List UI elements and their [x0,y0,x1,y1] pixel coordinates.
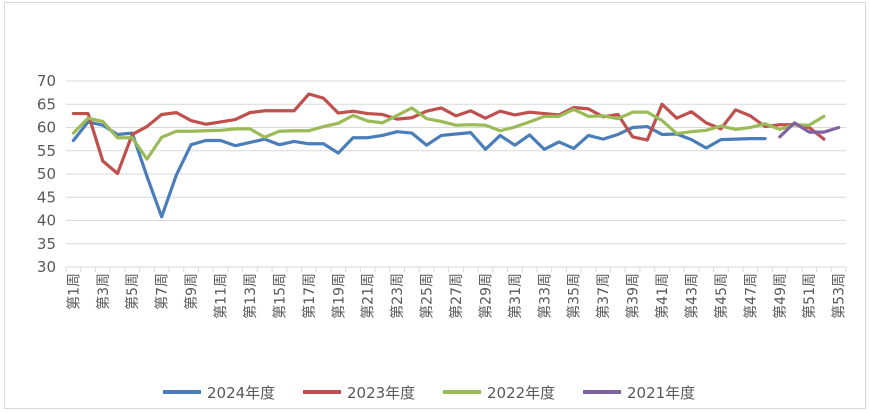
y-tick-label: 55 [37,142,56,160]
legend: 2024年度 2023年度 2022年度 2021年度 [163,384,695,402]
x-axis-ticks: 第1周 第3周 第5周 第7周 第9周 第11周 第13周 第15周 第17周 第19周 第21周第… [65,267,848,319]
x-tick-label: 第15周 [271,273,288,319]
legend-label: 2024年度 [207,384,275,402]
gridlines [66,80,846,268]
series-lines [71,92,841,219]
y-tick-label: 70 [37,72,56,90]
x-tick-label: 第53周 [831,273,848,319]
x-tick-label: 第35周 [566,273,583,319]
x-tick-label: 第33周 [536,273,553,319]
x-tick-label: 第7周 [154,273,171,310]
x-tick-label: 第23周 [389,273,406,319]
y-tick-label: 50 [37,165,56,183]
x-tick-label: 第13周 [242,273,259,319]
x-tick-label: 第43周 [683,273,700,319]
x-tick-label: 第25周 [419,273,436,319]
x-tick-label: 第37周 [595,273,612,319]
x-tick-label: 第5周 [124,273,141,310]
x-tick-label: 第11周 [213,273,230,319]
x-tick-label: 第29周 [477,273,494,319]
legend-label: 2022年度 [487,384,555,402]
x-tick-label: 第39周 [625,273,642,319]
x-tick-label: 第49周 [772,273,789,319]
y-tick-label: 60 [37,119,56,137]
legend-label: 2021年度 [627,384,695,402]
x-tick-label: 第47周 [742,273,759,319]
x-tick-label: 第1周 [65,273,82,310]
series-line [778,121,841,139]
x-tick-label: 第21周 [360,273,377,319]
x-tick-label: 第41周 [654,273,671,319]
x-tick-label: 第9周 [183,273,200,310]
series-line [71,92,826,176]
legend-label: 2023年度 [347,384,415,402]
x-tick-label: 第17周 [301,273,318,319]
series-line [71,120,767,219]
x-tick-label: 第3周 [95,273,112,310]
y-tick-label: 65 [37,95,56,113]
x-tick-label: 第19周 [330,273,347,319]
x-tick-label: 第27周 [448,273,465,319]
x-tick-label: 第31周 [507,273,524,319]
chart-frame [4,2,866,409]
y-tick-label: 35 [37,235,56,253]
x-tick-label: 第51周 [801,273,818,319]
series-line [71,106,826,161]
y-tick-label: 45 [37,188,56,206]
y-tick-label: 30 [37,258,56,276]
y-tick-label: 40 [37,212,56,230]
y-axis-ticks: 30 35 40 45 50 55 60 65 70 [37,72,56,276]
x-tick-label: 第45周 [713,273,730,319]
